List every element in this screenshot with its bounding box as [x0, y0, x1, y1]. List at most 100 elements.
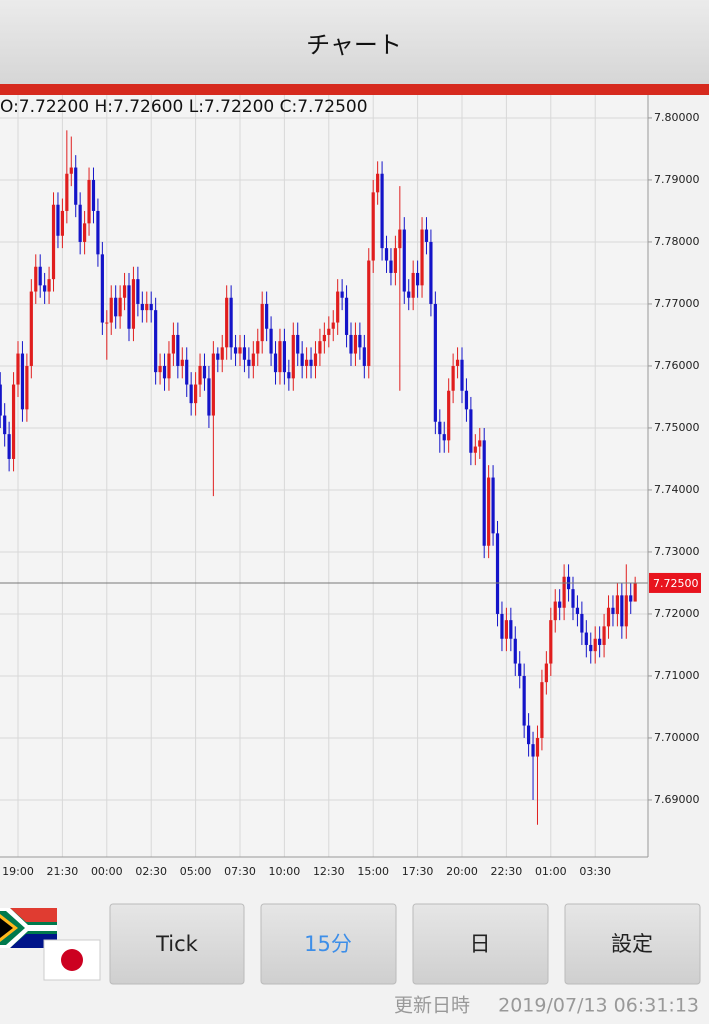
- candle-body: [362, 347, 366, 366]
- candle-body: [122, 285, 127, 298]
- y-tick-label: 7.73000: [654, 545, 700, 558]
- candle-body: [185, 359, 189, 385]
- button-bg[interactable]: [260, 903, 397, 985]
- candle-body: [464, 390, 469, 410]
- candle-body: [336, 291, 340, 323]
- x-tick-label: 07:30: [224, 865, 256, 878]
- candle-body: [384, 248, 389, 261]
- candle-body: [367, 260, 371, 366]
- x-tick-label: 15:00: [357, 865, 389, 878]
- candle-body: [469, 409, 473, 453]
- candle-body: [455, 359, 460, 366]
- ohlc-info: O:7.72200 H:7.72600 L:7.72200 C:7.72500: [0, 97, 368, 117]
- y-tick-label: 7.72000: [654, 607, 700, 620]
- candle-body: [251, 353, 255, 366]
- candle-body: [269, 328, 273, 354]
- candle-body: [114, 297, 118, 317]
- candle-body: [309, 359, 313, 366]
- x-tick-label: 17:30: [402, 865, 434, 878]
- candle-body: [300, 353, 304, 366]
- candle-body: [29, 291, 33, 366]
- x-tick-label: 22:30: [491, 865, 523, 878]
- candle-body: [416, 272, 420, 286]
- x-tick-label: 19:00: [2, 865, 34, 878]
- button-label[interactable]: 15分: [304, 932, 352, 956]
- button-label[interactable]: 日: [470, 932, 491, 956]
- button-bg[interactable]: [109, 903, 245, 985]
- candle-body: [109, 297, 113, 323]
- candle-body: [509, 620, 513, 639]
- y-tick-label: 7.74000: [654, 483, 700, 496]
- candle-body: [131, 279, 136, 329]
- candle-body: [60, 210, 64, 236]
- candle-body: [398, 229, 402, 249]
- candle-body: [349, 334, 353, 354]
- candle-body: [522, 675, 526, 726]
- candle-body: [380, 173, 384, 249]
- settings-button[interactable]: 設定: [564, 903, 701, 985]
- candle-body: [78, 204, 82, 242]
- candle-body: [393, 248, 397, 273]
- app-title: チャート: [306, 31, 402, 59]
- candle-body: [65, 173, 69, 211]
- candle-body: [558, 601, 562, 608]
- candle-body: [593, 638, 597, 652]
- candle-body: [176, 334, 180, 366]
- candle-body: [620, 595, 624, 627]
- candle-body: [504, 620, 508, 639]
- candle-body: [624, 595, 628, 627]
- candle-body: [460, 359, 464, 391]
- candle-body: [540, 682, 544, 738]
- candle-body: [340, 291, 344, 298]
- x-tick-label: 03:30: [579, 865, 611, 878]
- plot-area: [0, 95, 648, 857]
- candle-body: [149, 303, 153, 311]
- tick-button[interactable]: Tick: [109, 903, 245, 985]
- candle-body: [229, 297, 233, 348]
- candle-body: [256, 341, 260, 354]
- candle-body: [322, 334, 326, 342]
- candle-body: [216, 353, 220, 360]
- candle-body: [291, 334, 295, 379]
- candle-body: [56, 204, 60, 236]
- candle-body: [353, 334, 358, 354]
- y-tick-label: 7.71000: [654, 669, 700, 682]
- candle-body: [7, 434, 11, 459]
- candle-body: [211, 353, 215, 416]
- candle-body: [318, 341, 322, 354]
- candle-body: [225, 297, 229, 348]
- chart: 7.80000 7.79000 7.78000 7.77000 7.76000 7.750…: [0, 95, 700, 878]
- flag-japan: [43, 939, 101, 981]
- day-button[interactable]: 日: [412, 903, 549, 985]
- app-bar: [0, 0, 709, 84]
- current-price-box: [649, 572, 701, 593]
- y-tick-label: 7.75000: [654, 421, 700, 434]
- button-label[interactable]: 設定: [611, 932, 653, 956]
- button-bg[interactable]: [564, 903, 701, 985]
- candle-body: [194, 384, 198, 404]
- candle-body: [69, 167, 73, 174]
- candle-body: [424, 229, 429, 242]
- candle-body: [606, 607, 611, 627]
- 15min-button[interactable]: 15分: [260, 903, 397, 985]
- candle-body: [371, 192, 375, 261]
- candle-body: [296, 334, 300, 354]
- candle-body: [220, 347, 224, 360]
- candle-body: [611, 607, 615, 614]
- x-tick-label: 00:00: [91, 865, 123, 878]
- candle-body: [91, 179, 96, 211]
- candle-body: [580, 613, 584, 633]
- candle-body: [535, 737, 540, 757]
- candle-body: [344, 297, 349, 335]
- y-tick-label: 7.78000: [654, 235, 700, 248]
- candle-body: [331, 322, 335, 329]
- update-label: 更新日時: [394, 995, 470, 1017]
- candle-body: [500, 613, 504, 639]
- candle-body: [478, 440, 482, 447]
- x-tick-label: 12:30: [313, 865, 345, 878]
- button-bg[interactable]: [412, 903, 549, 985]
- candle-body: [233, 347, 238, 354]
- button-label[interactable]: Tick: [155, 932, 199, 956]
- candle-body: [83, 223, 87, 242]
